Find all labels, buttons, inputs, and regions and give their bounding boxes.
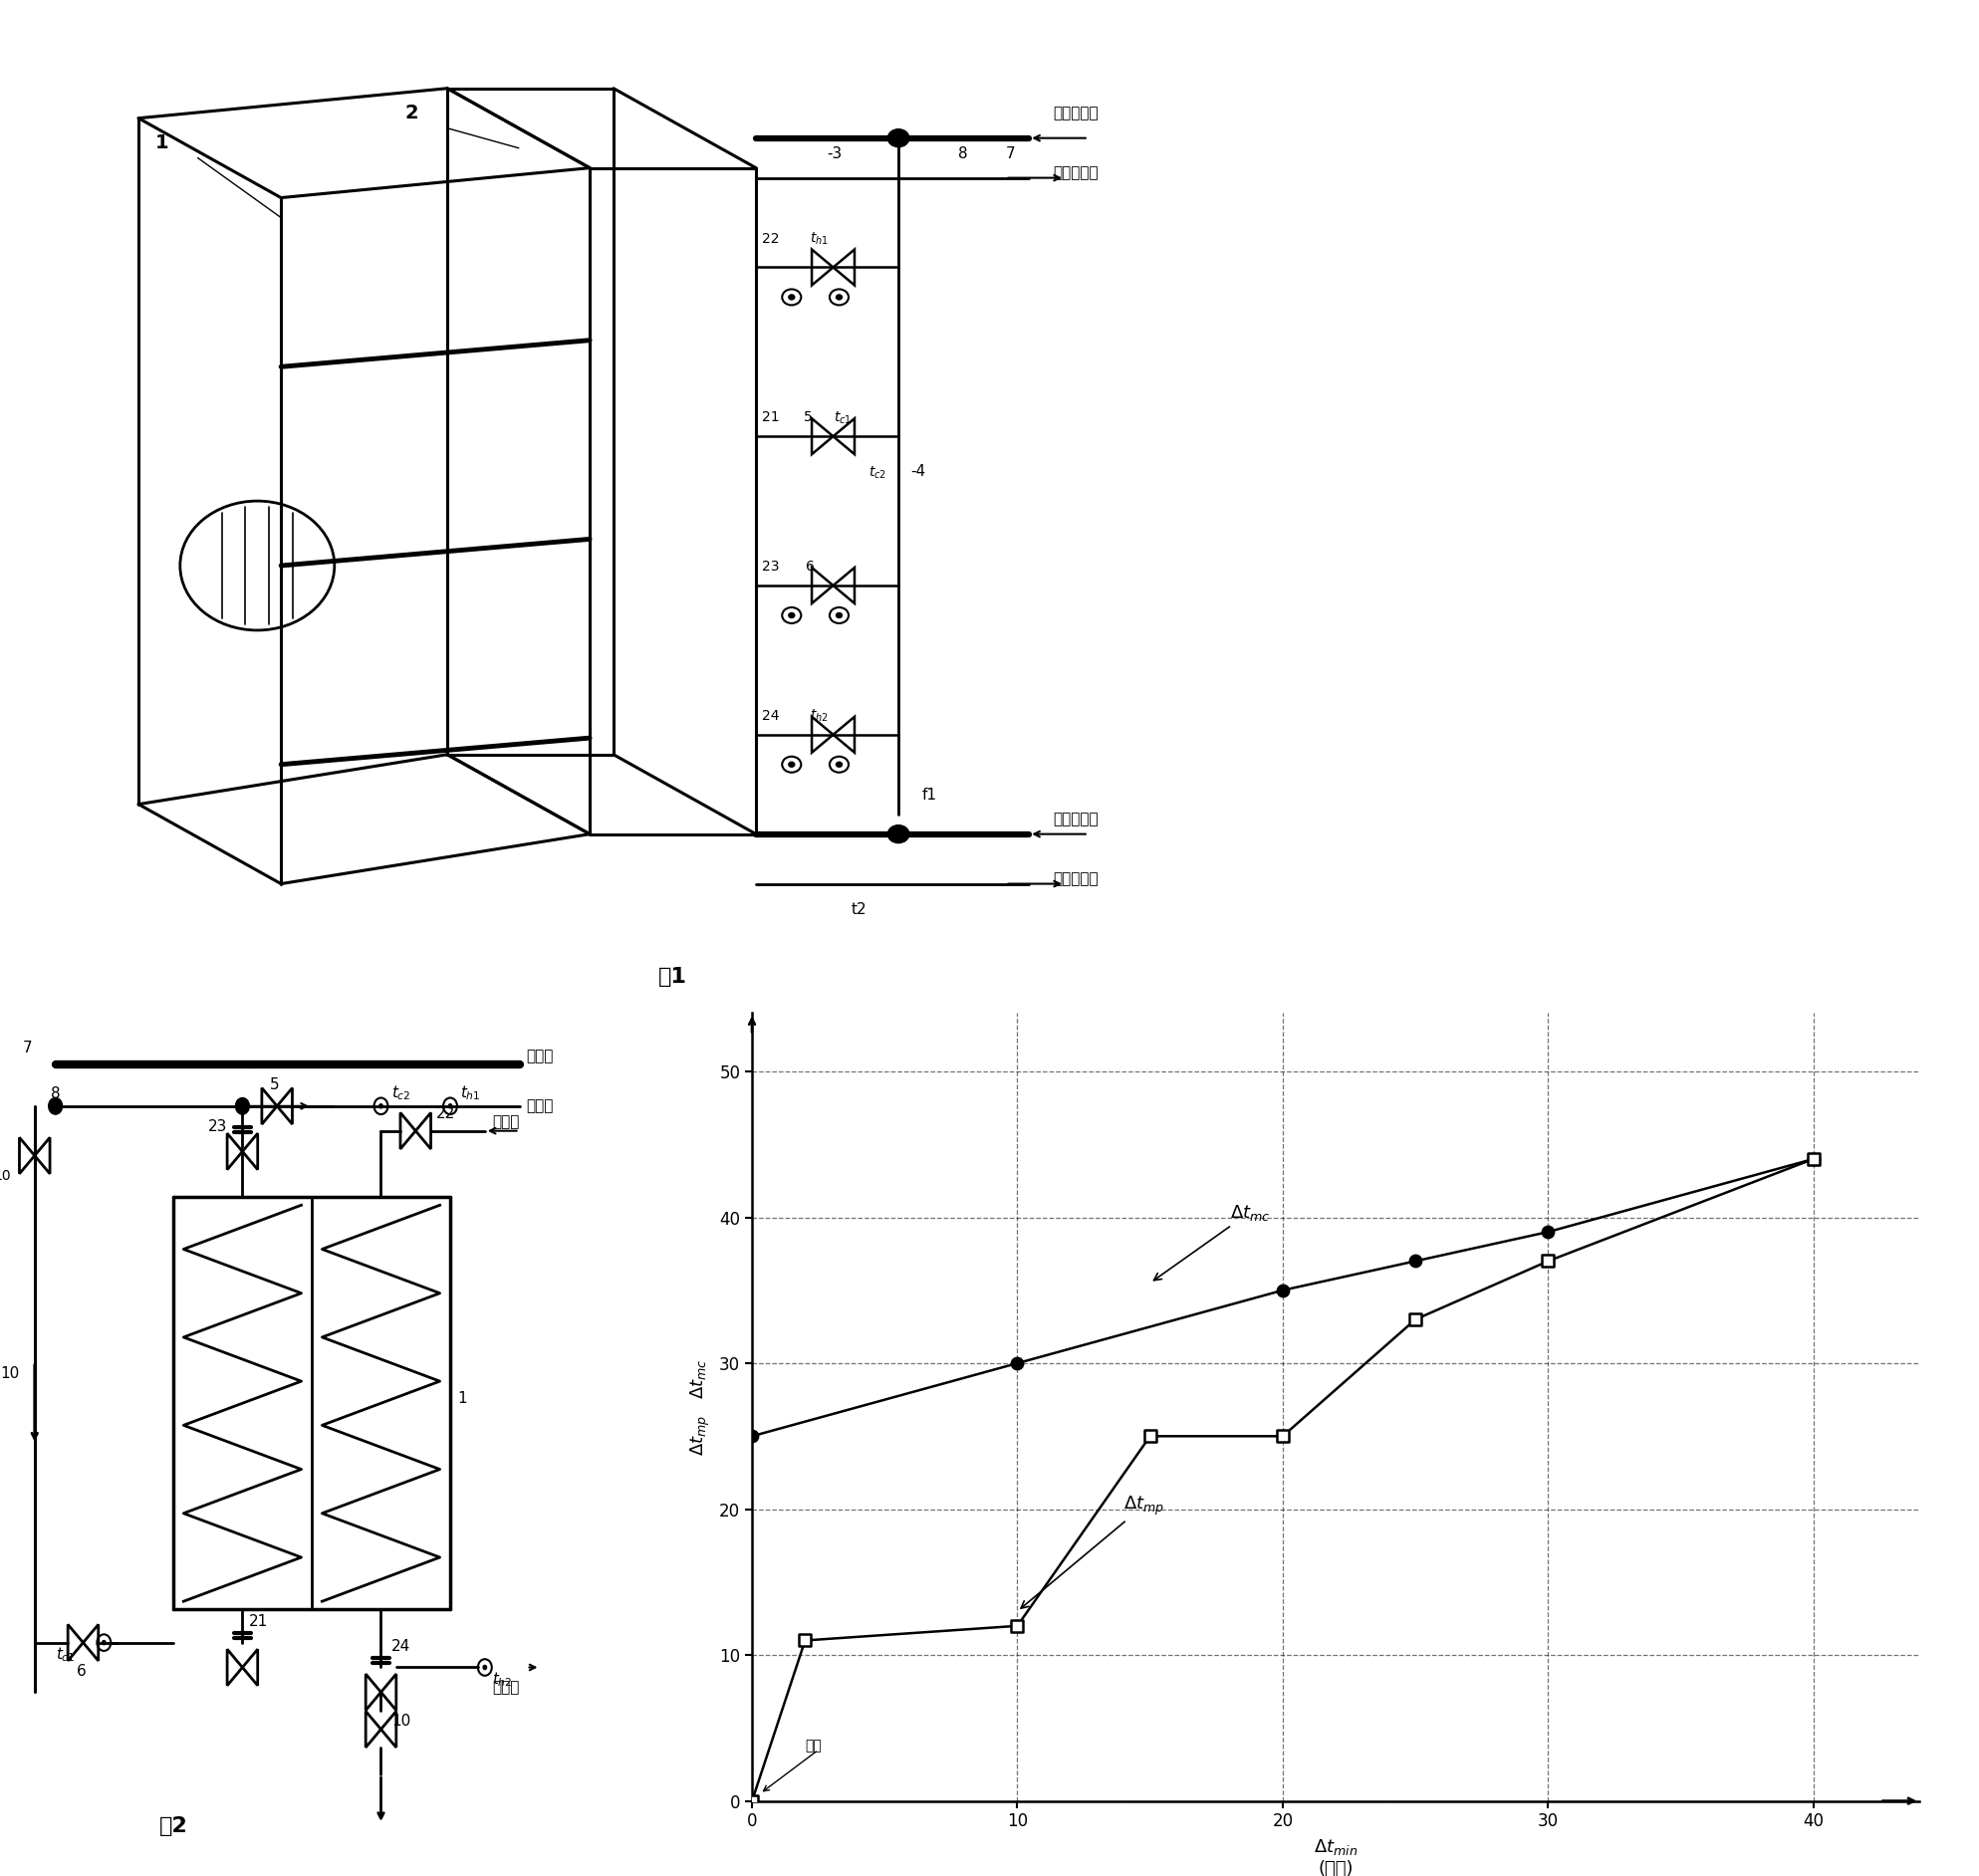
Text: 5: 5 xyxy=(269,1077,279,1092)
Circle shape xyxy=(837,613,843,617)
Text: 6: 6 xyxy=(805,559,815,574)
Text: 5: 5 xyxy=(803,411,811,424)
Text: 10: 10 xyxy=(0,1366,20,1381)
Text: 10: 10 xyxy=(0,1169,10,1184)
Circle shape xyxy=(889,129,908,146)
Y-axis label: $\Delta t_{mp}$   $\Delta t_{mc}$: $\Delta t_{mp}$ $\Delta t_{mc}$ xyxy=(689,1358,712,1456)
Text: $t_{h1}$: $t_{h1}$ xyxy=(809,231,827,248)
Text: 冷流体回流: 冷流体回流 xyxy=(1053,105,1098,120)
Text: 7: 7 xyxy=(24,1041,32,1056)
Circle shape xyxy=(889,825,908,842)
Circle shape xyxy=(236,1097,249,1114)
Text: 23: 23 xyxy=(762,559,780,574)
Text: 10: 10 xyxy=(392,1713,410,1728)
Circle shape xyxy=(103,1640,105,1645)
Text: $t_{c1}$: $t_{c1}$ xyxy=(833,409,851,426)
Text: 冷出流: 冷出流 xyxy=(526,1099,554,1114)
Text: 2: 2 xyxy=(406,103,418,122)
Text: $t_{c1}$: $t_{c1}$ xyxy=(55,1645,75,1664)
Point xyxy=(1399,1304,1431,1334)
Text: 21: 21 xyxy=(249,1613,269,1628)
Point xyxy=(1267,1276,1298,1306)
Text: 22: 22 xyxy=(762,231,780,246)
Text: 热出流: 热出流 xyxy=(491,1681,518,1696)
Text: 图2: 图2 xyxy=(158,1816,188,1837)
Point xyxy=(1532,1218,1563,1248)
Text: 6: 6 xyxy=(77,1664,85,1679)
Text: 23: 23 xyxy=(208,1118,228,1133)
Text: $t_{c2}$: $t_{c2}$ xyxy=(392,1084,412,1103)
Circle shape xyxy=(837,762,843,767)
Text: 21: 21 xyxy=(762,411,780,424)
Circle shape xyxy=(788,295,796,300)
Point xyxy=(1267,1422,1298,1452)
Circle shape xyxy=(449,1103,451,1109)
Point xyxy=(1532,1246,1563,1276)
Text: f1: f1 xyxy=(922,788,938,803)
Text: 1: 1 xyxy=(156,133,168,152)
Point xyxy=(1001,1611,1033,1642)
Circle shape xyxy=(837,295,843,300)
Text: 热进流: 热进流 xyxy=(491,1114,518,1129)
Text: $t_{h2}$: $t_{h2}$ xyxy=(809,707,827,724)
Text: 22: 22 xyxy=(435,1107,455,1122)
Point xyxy=(790,1625,821,1655)
Circle shape xyxy=(483,1666,487,1670)
Point xyxy=(1797,1144,1829,1174)
Text: $\Delta t_{mc}$: $\Delta t_{mc}$ xyxy=(1154,1203,1271,1279)
Text: 热流体出流: 热流体出流 xyxy=(1053,870,1098,885)
X-axis label: $\Delta t_{min}$
(顺流): $\Delta t_{min}$ (顺流) xyxy=(1314,1838,1358,1876)
Text: $t_{c2}$: $t_{c2}$ xyxy=(869,463,887,480)
Text: 图1: 图1 xyxy=(659,968,687,987)
Text: 24: 24 xyxy=(762,709,780,722)
Text: 零点: 零点 xyxy=(805,1739,821,1752)
Text: $t_{h2}$: $t_{h2}$ xyxy=(491,1670,513,1688)
Text: 7: 7 xyxy=(1005,146,1015,161)
Text: $\Delta t_{mp}$: $\Delta t_{mp}$ xyxy=(1021,1493,1164,1608)
Text: 冷回流: 冷回流 xyxy=(526,1049,554,1064)
Circle shape xyxy=(47,1097,63,1114)
Point xyxy=(1399,1246,1431,1276)
Point xyxy=(1001,1349,1033,1379)
Point xyxy=(1134,1422,1166,1452)
Text: 8: 8 xyxy=(51,1086,59,1101)
Text: 8: 8 xyxy=(958,146,968,161)
Text: -3: -3 xyxy=(827,146,843,161)
Point xyxy=(736,1422,768,1452)
Circle shape xyxy=(788,613,796,617)
Circle shape xyxy=(380,1103,382,1109)
Text: 1: 1 xyxy=(457,1392,467,1407)
Text: 冷流体出流: 冷流体出流 xyxy=(1053,165,1098,180)
Point xyxy=(1797,1144,1829,1174)
Text: 热流体进流: 热流体进流 xyxy=(1053,812,1098,827)
Circle shape xyxy=(788,762,796,767)
Point xyxy=(736,1786,768,1816)
Text: t2: t2 xyxy=(851,902,867,917)
Text: -4: -4 xyxy=(910,463,926,478)
Text: 24: 24 xyxy=(392,1640,410,1655)
Text: $t_{h1}$: $t_{h1}$ xyxy=(461,1084,481,1103)
